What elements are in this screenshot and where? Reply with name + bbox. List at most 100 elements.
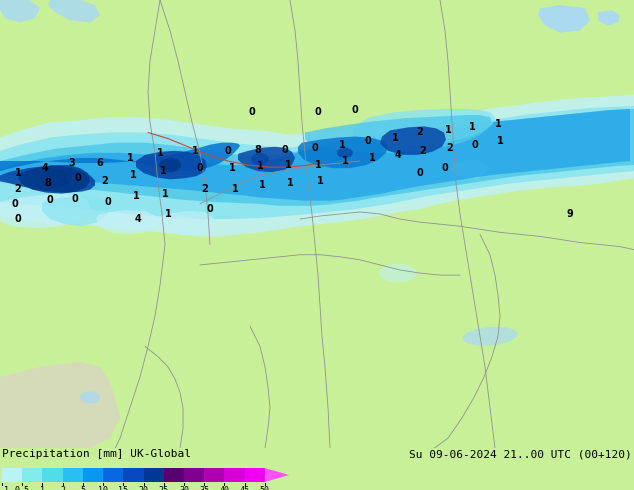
Polygon shape xyxy=(449,160,488,178)
Ellipse shape xyxy=(80,392,100,404)
Text: 1: 1 xyxy=(316,176,323,186)
Text: 25: 25 xyxy=(158,486,169,490)
Text: 1: 1 xyxy=(133,191,139,200)
Text: 0: 0 xyxy=(47,195,53,205)
Text: 1: 1 xyxy=(129,170,136,180)
Polygon shape xyxy=(352,109,495,146)
Text: 1: 1 xyxy=(231,184,238,194)
Text: 0: 0 xyxy=(105,197,112,207)
Text: 0: 0 xyxy=(312,143,318,153)
Text: 0: 0 xyxy=(75,173,81,183)
Text: 0: 0 xyxy=(417,168,424,178)
Polygon shape xyxy=(0,106,634,219)
Text: 1: 1 xyxy=(314,160,321,170)
Bar xyxy=(63,468,83,482)
Text: 8: 8 xyxy=(255,145,261,155)
Text: 0: 0 xyxy=(314,107,321,117)
Polygon shape xyxy=(96,210,158,234)
Text: 0: 0 xyxy=(207,204,214,214)
Text: 0: 0 xyxy=(15,214,22,224)
Text: 0.5: 0.5 xyxy=(15,486,30,490)
Text: 30: 30 xyxy=(179,486,189,490)
Polygon shape xyxy=(0,95,634,236)
Text: 0: 0 xyxy=(197,163,204,173)
Text: 1: 1 xyxy=(339,140,346,149)
Polygon shape xyxy=(0,362,120,448)
Text: 40: 40 xyxy=(219,486,230,490)
Polygon shape xyxy=(42,196,110,226)
Polygon shape xyxy=(18,165,90,194)
Bar xyxy=(22,468,42,482)
Text: 5: 5 xyxy=(81,486,86,490)
Polygon shape xyxy=(265,468,289,482)
Text: 8: 8 xyxy=(44,178,51,189)
Polygon shape xyxy=(0,109,630,201)
Text: 1: 1 xyxy=(257,161,263,171)
Text: 6: 6 xyxy=(96,158,103,168)
Text: 1: 1 xyxy=(285,160,292,170)
Polygon shape xyxy=(538,5,590,33)
Text: 1: 1 xyxy=(127,153,133,163)
Bar xyxy=(2,468,22,482)
Ellipse shape xyxy=(517,150,543,166)
Text: 1: 1 xyxy=(162,189,169,198)
Bar xyxy=(103,468,123,482)
Text: 1: 1 xyxy=(444,125,451,135)
Bar xyxy=(245,468,265,482)
Bar xyxy=(42,468,63,482)
Text: 0: 0 xyxy=(11,199,18,209)
Polygon shape xyxy=(305,115,492,153)
Ellipse shape xyxy=(251,153,269,165)
Text: 2: 2 xyxy=(202,184,209,194)
Text: 1: 1 xyxy=(165,209,171,219)
Text: 15: 15 xyxy=(119,486,128,490)
Polygon shape xyxy=(298,137,388,168)
Ellipse shape xyxy=(379,264,417,282)
Bar xyxy=(204,468,224,482)
Bar xyxy=(164,468,184,482)
Polygon shape xyxy=(0,166,95,193)
Polygon shape xyxy=(48,0,100,23)
Ellipse shape xyxy=(463,327,517,346)
Text: 0: 0 xyxy=(472,140,479,149)
Text: 2: 2 xyxy=(101,176,108,186)
Text: 1: 1 xyxy=(191,146,198,156)
Polygon shape xyxy=(380,126,446,155)
Text: 1: 1 xyxy=(40,486,45,490)
Ellipse shape xyxy=(472,158,507,178)
Bar xyxy=(224,468,245,482)
Text: 1: 1 xyxy=(259,180,266,191)
Polygon shape xyxy=(0,109,634,206)
Polygon shape xyxy=(238,147,295,172)
Text: 35: 35 xyxy=(199,486,209,490)
Text: 4: 4 xyxy=(134,214,141,224)
Text: 0: 0 xyxy=(224,146,231,156)
Text: 1: 1 xyxy=(15,168,22,178)
Text: 1: 1 xyxy=(368,153,375,163)
Text: 4: 4 xyxy=(394,150,401,160)
Bar xyxy=(143,468,164,482)
Text: 2: 2 xyxy=(60,486,65,490)
Text: Su 09-06-2024 21..00 UTC (00+120): Su 09-06-2024 21..00 UTC (00+120) xyxy=(410,449,632,459)
Text: 0: 0 xyxy=(281,145,288,155)
Text: 1: 1 xyxy=(157,148,164,158)
Text: 1: 1 xyxy=(287,178,294,189)
Text: 2: 2 xyxy=(15,184,22,194)
Text: 2: 2 xyxy=(417,127,424,138)
Text: 10: 10 xyxy=(98,486,108,490)
Text: Precipitation [mm] UK-Global: Precipitation [mm] UK-Global xyxy=(2,449,191,459)
Bar xyxy=(123,468,143,482)
Text: 1: 1 xyxy=(229,163,235,173)
Ellipse shape xyxy=(337,148,353,158)
Text: 2: 2 xyxy=(420,146,427,156)
Ellipse shape xyxy=(159,158,181,172)
Polygon shape xyxy=(136,151,207,179)
Text: 9: 9 xyxy=(567,209,573,219)
Text: 4: 4 xyxy=(42,163,48,173)
Text: 0: 0 xyxy=(352,105,358,115)
Text: 1: 1 xyxy=(496,136,503,146)
Text: 0: 0 xyxy=(442,163,448,173)
Text: 1: 1 xyxy=(469,122,476,132)
Bar xyxy=(83,468,103,482)
Polygon shape xyxy=(0,143,240,171)
